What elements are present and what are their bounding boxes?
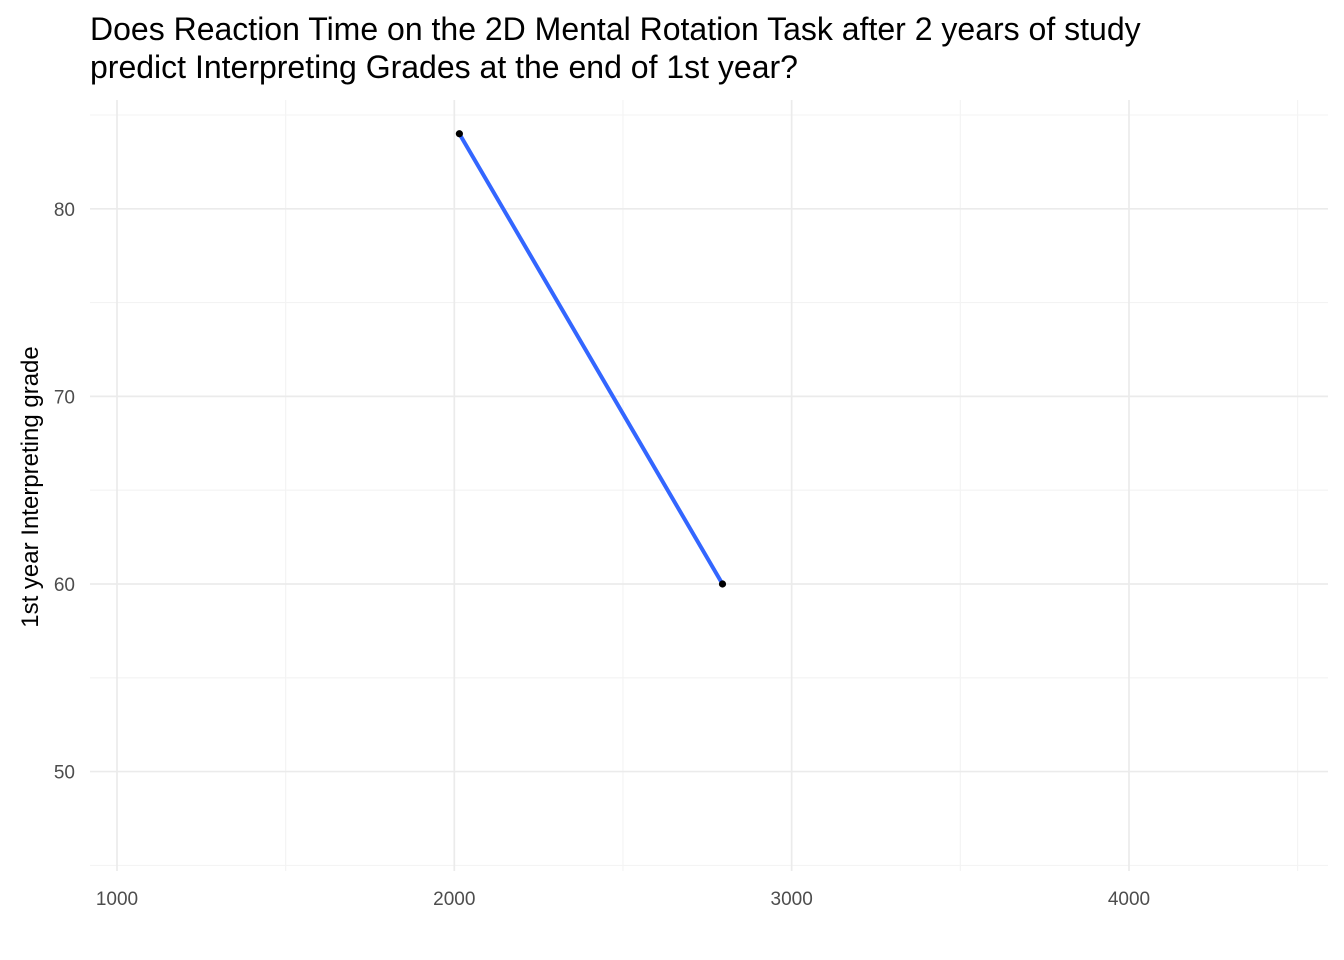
y-tick-label: 60: [54, 575, 75, 596]
minor-gridlines: [90, 100, 1328, 871]
y-axis-tick-labels: 50 60 70 80: [54, 200, 75, 784]
y-axis-title: 1st year Interpreting grade: [17, 346, 44, 628]
y-tick-label: 70: [54, 387, 75, 408]
chart-title-line-2: predict Interpreting Grades at the end o…: [90, 49, 798, 85]
major-gridlines: [90, 100, 1328, 871]
x-tick-label: 3000: [771, 889, 813, 910]
x-tick-label: 2000: [433, 889, 475, 910]
data-point: [718, 580, 727, 588]
x-tick-label: 1000: [96, 889, 138, 910]
regression-line-layer: [457, 132, 725, 585]
x-axis-tick-labels: 1000 2000 3000 4000: [96, 889, 1150, 910]
data-point: [455, 130, 463, 138]
y-tick-label: 50: [54, 763, 75, 784]
y-tick-label: 80: [54, 200, 75, 221]
chart-title: Does Reaction Time on the 2D Mental Rota…: [90, 10, 1141, 86]
chart-title-line-1: Does Reaction Time on the 2D Mental Rota…: [90, 11, 1141, 47]
regression-line: [457, 132, 725, 585]
data-points-layer: [455, 130, 727, 588]
x-tick-label: 4000: [1108, 889, 1150, 910]
